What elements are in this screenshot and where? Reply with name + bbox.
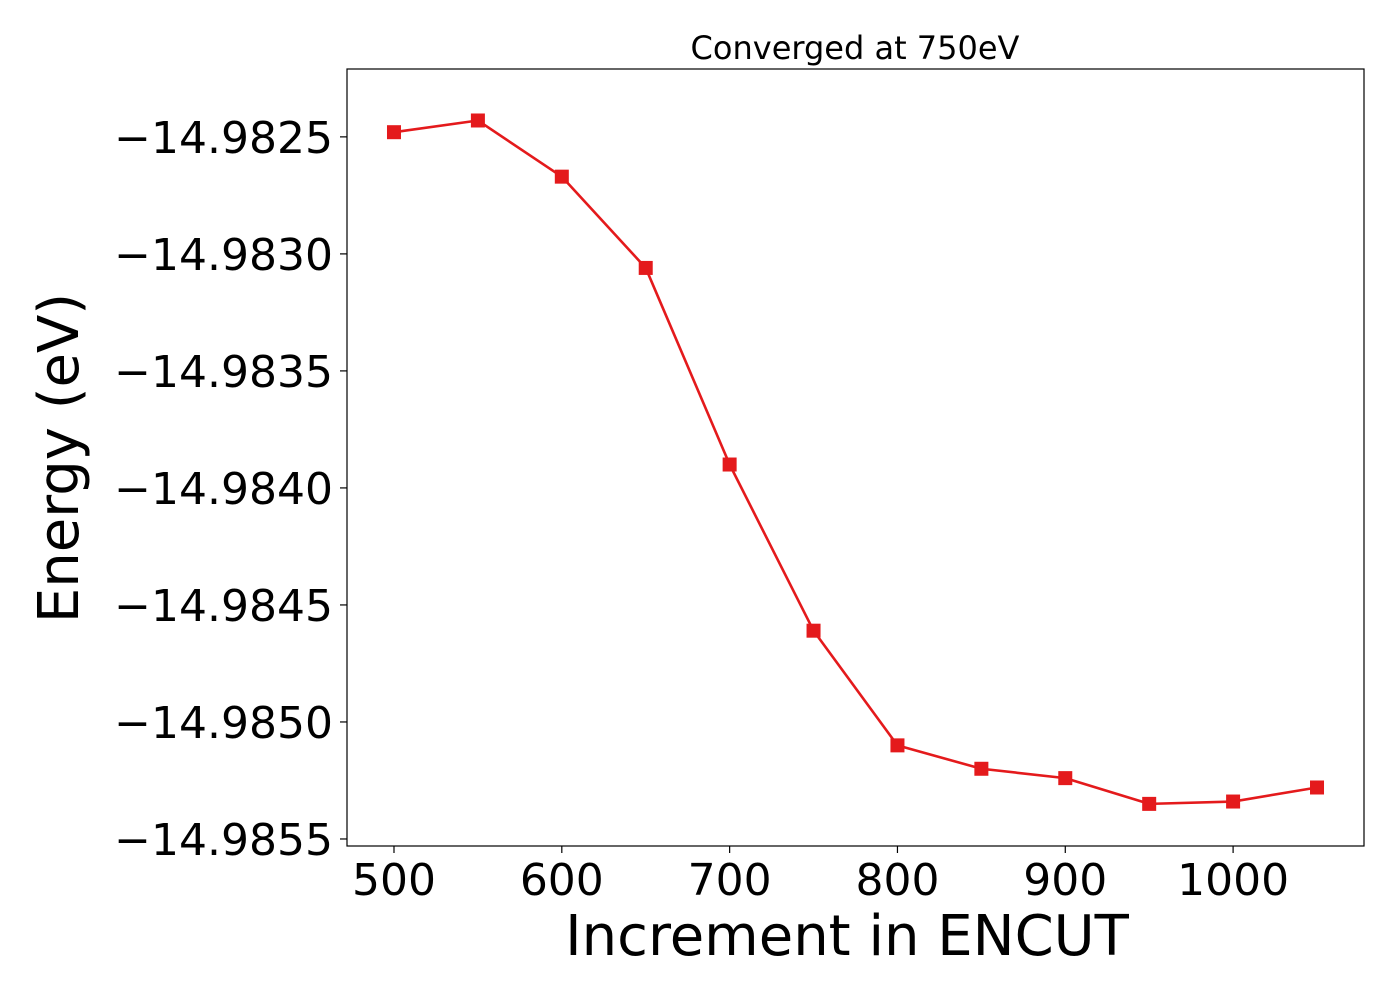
data-point-marker bbox=[554, 169, 569, 184]
x-tick-label: 500 bbox=[352, 855, 436, 906]
y-tick-label: −14.9835 bbox=[114, 347, 333, 398]
plot-frame bbox=[346, 68, 1365, 847]
x-tick-label: 900 bbox=[1023, 855, 1107, 906]
y-tick-label: −14.9845 bbox=[114, 581, 333, 632]
data-point-marker bbox=[638, 260, 653, 275]
data-point-marker bbox=[890, 738, 905, 753]
data-point-marker bbox=[470, 113, 485, 128]
chart-title: Converged at 750eV bbox=[691, 29, 1020, 67]
y-tick-label: −14.9840 bbox=[114, 464, 333, 515]
data-point-marker bbox=[1058, 771, 1073, 786]
data-point-marker bbox=[386, 125, 401, 140]
y-axis: −14.9825 −14.9830 −14.9835 −14.9840 −14.9845… bbox=[114, 113, 347, 866]
x-tick-label: 800 bbox=[855, 855, 939, 906]
y-tick-label: −14.9850 bbox=[114, 698, 333, 749]
x-axis: 500 600 700 800 900 1000 bbox=[352, 846, 1289, 906]
y-tick-label: −14.9855 bbox=[114, 815, 333, 866]
y-tick-label: −14.9830 bbox=[114, 230, 333, 281]
x-tick-label: 600 bbox=[520, 855, 604, 906]
series-line bbox=[393, 119, 1318, 806]
y-axis-label: Energy (eV) bbox=[27, 293, 92, 623]
series-layer bbox=[386, 113, 1325, 811]
data-point-marker bbox=[974, 761, 989, 776]
data-point-marker bbox=[1142, 796, 1157, 811]
data-point-marker bbox=[1310, 780, 1325, 795]
x-tick-label: 1000 bbox=[1177, 855, 1289, 906]
y-tick-label: −14.9825 bbox=[114, 113, 333, 164]
x-axis-label: Increment in ENCUT bbox=[565, 904, 1130, 969]
data-point-marker bbox=[806, 623, 821, 638]
data-point-marker bbox=[722, 457, 737, 472]
data-point-marker bbox=[1226, 794, 1241, 809]
x-tick-label: 700 bbox=[688, 855, 772, 906]
